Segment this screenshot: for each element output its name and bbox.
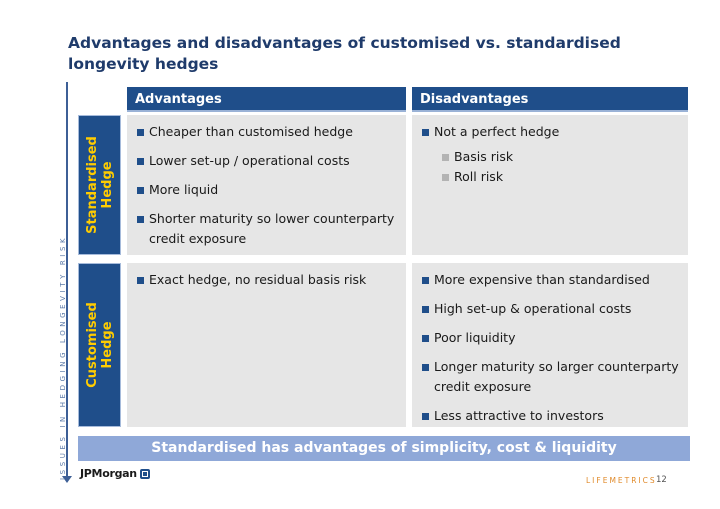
- sub-list-item: Basis risk: [420, 147, 680, 167]
- cell-customised-advantages: Exact hedge, no residual basis risk: [127, 263, 406, 427]
- list-item: Poor liquidity: [420, 328, 680, 348]
- footer-brand: LIFEMETRICS: [586, 476, 657, 485]
- page-title: Advantages and disadvantages of customis…: [68, 34, 621, 73]
- list-item: Shorter maturity so lower counterparty c…: [135, 209, 398, 249]
- page-number: 12: [656, 475, 667, 485]
- row-label-customised-line1: Customised: [84, 302, 100, 388]
- list-item: Cheaper than customised hedge: [135, 122, 398, 142]
- row-label-standardised-line1: Standardised: [84, 136, 100, 234]
- cell-customised-disadvantages: More expensive than standardised High se…: [412, 263, 688, 427]
- row-label-customised: Customised Hedge: [78, 263, 121, 427]
- row-label-standardised-line2: Hedge: [99, 161, 115, 209]
- list-item: Not a perfect hedge: [420, 122, 680, 142]
- list-item: More liquid: [135, 180, 398, 200]
- row-label-standardised: Standardised Hedge: [78, 115, 121, 255]
- side-section-label: ISSUES IN HEDGING LONGEVITY RISK: [59, 234, 67, 480]
- row-label-customised-line2: Hedge: [99, 321, 115, 369]
- sub-list-item: Roll risk: [420, 167, 680, 187]
- side-rule: [66, 82, 68, 480]
- list-item: Lower set-up / operational costs: [135, 151, 398, 171]
- list-item: Exact hedge, no residual basis risk: [135, 270, 398, 290]
- summary-banner: Standardised has advantages of simplicit…: [78, 436, 690, 461]
- cell-standardised-advantages: Cheaper than customised hedge Lower set-…: [127, 115, 406, 255]
- list-item: High set-up & operational costs: [420, 299, 680, 319]
- jpmorgan-mark-icon: [139, 468, 150, 479]
- list-item: Less attractive to investors: [420, 406, 680, 426]
- header-advantages: Advantages: [127, 87, 406, 112]
- list-item: Longer maturity so larger counterparty c…: [420, 357, 680, 397]
- side-arrow-icon: [62, 476, 72, 483]
- logo-text: JPMorgan: [80, 467, 137, 480]
- list-item: More expensive than standardised: [420, 270, 680, 290]
- header-disadvantages: Disadvantages: [412, 87, 688, 112]
- jpmorgan-logo: JPMorgan: [80, 467, 150, 480]
- cell-standardised-disadvantages: Not a perfect hedge Basis risk Roll risk: [412, 115, 688, 255]
